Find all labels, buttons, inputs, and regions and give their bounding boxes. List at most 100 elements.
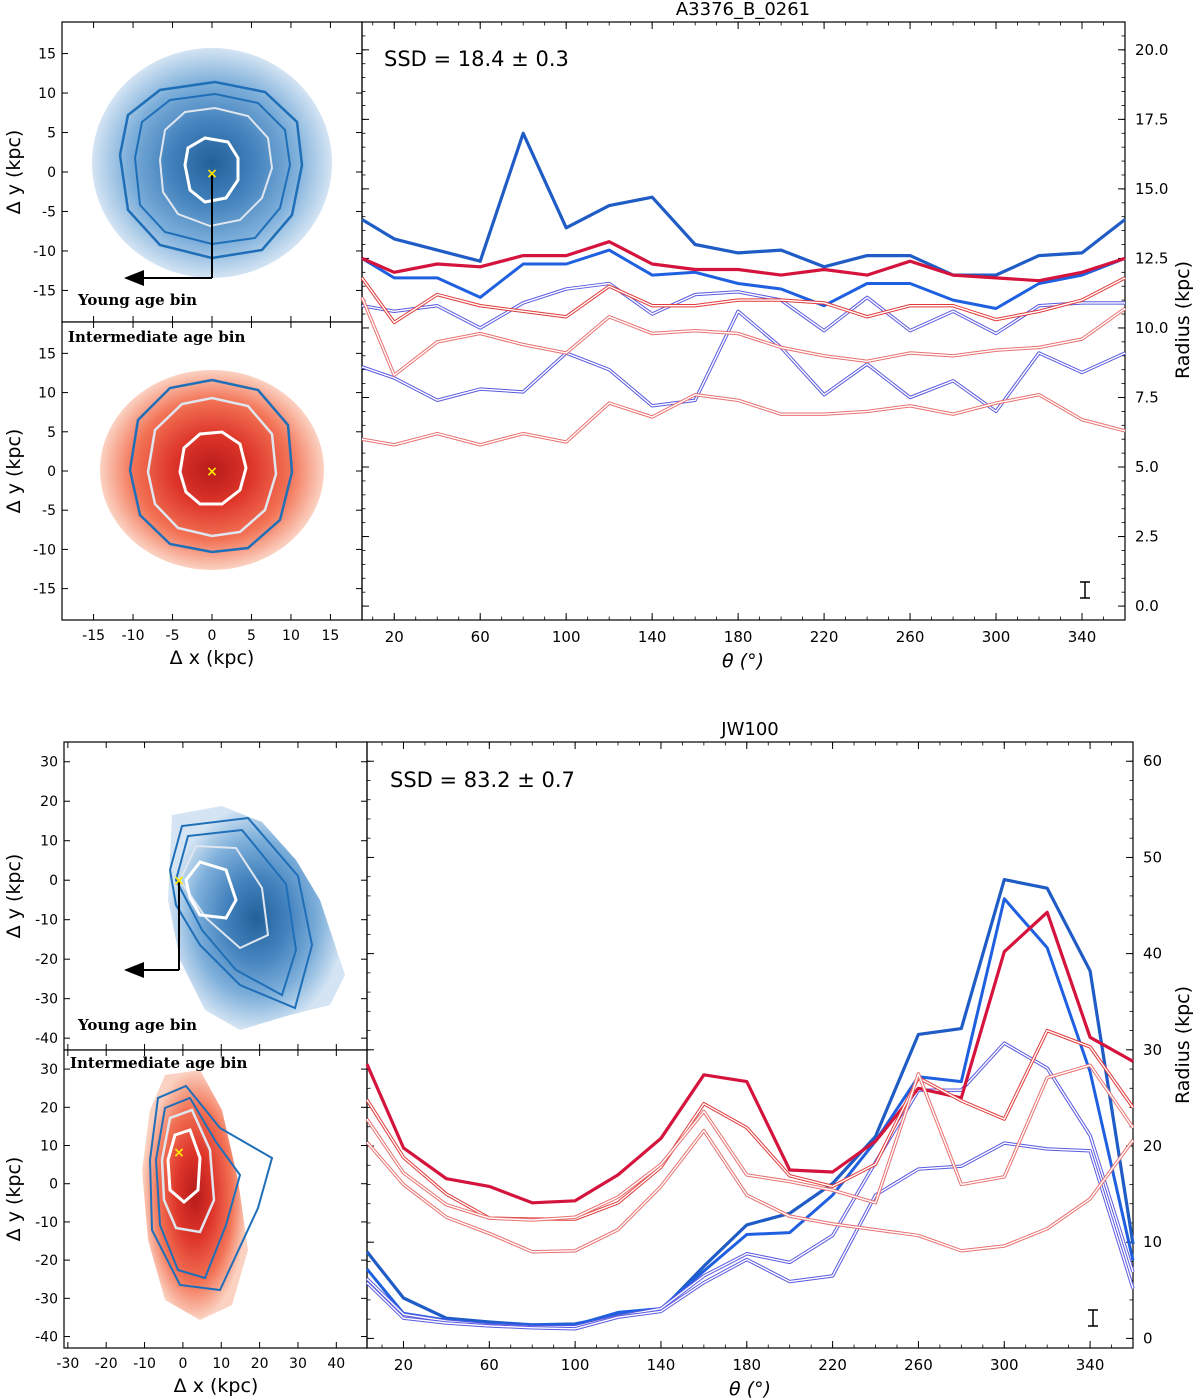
map-y-tick-label: 0 xyxy=(49,1177,58,1193)
x-tick-label: 20 xyxy=(385,628,404,646)
map-y-tick-label: 0 xyxy=(47,464,56,480)
series-line-intermediate-3-core xyxy=(366,1064,1134,1221)
map-y-tick-label: 5 xyxy=(47,425,56,441)
x-tick-label: 260 xyxy=(904,1356,933,1374)
series-line-young-4 xyxy=(365,1141,1135,1331)
ssd-value: SSD = 83.2 ± 0.7 xyxy=(390,768,575,792)
map-x-tick-label: 0 xyxy=(178,1356,187,1372)
y-tick-label: 15.0 xyxy=(1135,180,1168,198)
map-y-tick-label: 20 xyxy=(40,794,58,810)
chart-ylabel: Radius (kpc) xyxy=(1172,986,1194,1104)
map-x-tick-label: 40 xyxy=(327,1356,345,1372)
map-x-tick-label: -5 xyxy=(166,628,180,644)
y-tick-label: 12.5 xyxy=(1135,249,1168,267)
y-tick-label: 20.0 xyxy=(1135,41,1168,59)
intermediate-contour-inner xyxy=(178,430,248,506)
map-y-tick-label: 10 xyxy=(40,834,58,850)
chart-title: JW100 xyxy=(720,719,778,740)
map-axes-a3376: -15 -10 -5 0 5 10 15 -15 -10 -5 0 5 10 15 -15 -10 -5 0 5 10… xyxy=(33,22,362,644)
map-y-tick-label: 30 xyxy=(40,1062,58,1078)
young-contour-inner xyxy=(158,106,274,228)
map-x-tick-label: 10 xyxy=(282,628,300,644)
series-line-intermediate-4-core xyxy=(361,394,1126,446)
young-contour-outer xyxy=(118,80,304,260)
ssd-value: SSD = 18.4 ± 0.3 xyxy=(384,47,569,71)
x-tick-label: 260 xyxy=(896,628,925,646)
young-contour-core xyxy=(183,136,240,204)
map-y-tick-label: 10 xyxy=(40,1139,58,1155)
map-y-tick-label: -10 xyxy=(35,1215,58,1231)
x-tick-label: 220 xyxy=(810,628,839,646)
y-tick-label: 50 xyxy=(1143,848,1162,866)
series-line-young-1 xyxy=(361,131,1126,277)
map-y-tick-label: 30 xyxy=(40,755,58,771)
map-y-tick-label: -30 xyxy=(35,992,58,1008)
plot-frame xyxy=(366,741,1134,1349)
intermediate-age-bin-label: Intermediate age bin xyxy=(68,328,245,346)
map-ylabel-young: Δ y (kpc) xyxy=(3,854,25,939)
y-tick-label: 10 xyxy=(1143,1233,1162,1251)
series-line-intermediate-1 xyxy=(361,240,1126,283)
map-y-tick-label: 15 xyxy=(38,346,56,362)
map-y-tick-label: -15 xyxy=(33,582,56,598)
map-y-tick-label: -5 xyxy=(42,503,56,519)
map-y-tick-label: 10 xyxy=(38,386,56,402)
map-y-tick-label: -10 xyxy=(33,244,56,260)
intermediate-map-jw100: × Intermediate age bin xyxy=(63,1049,368,1349)
map-y-tick-label: -40 xyxy=(35,1031,58,1047)
intermediate-contour-outer xyxy=(128,378,294,554)
x-tick-label: 140 xyxy=(638,628,667,646)
young-emission-map xyxy=(168,806,345,1030)
map-xlabel: Δ x (kpc) xyxy=(170,647,255,669)
center-marker-icon: × xyxy=(206,166,218,182)
intermediate-contour-mid xyxy=(146,396,278,538)
map-y-tick-label: -5 xyxy=(42,204,56,220)
y-tick-label: 60 xyxy=(1143,752,1162,770)
map-y-tick-label: -30 xyxy=(35,1291,58,1307)
x-tick-label: 60 xyxy=(471,628,490,646)
series-line-young-4-core xyxy=(361,310,1126,413)
series-line-intermediate-2-core xyxy=(366,1029,1134,1220)
young-contour-mid xyxy=(133,92,292,246)
map-y-tick-label: 10 xyxy=(38,86,56,102)
series-line-young-1 xyxy=(365,877,1135,1327)
radius-chart-jw100: JW100 SSD = 83.2 ± 0.7 θ (°) Radius (kpc… xyxy=(365,719,1194,1400)
intermediate-contour-mid xyxy=(154,1096,242,1280)
map-y-tick-label: -20 xyxy=(35,1253,58,1269)
x-tick-label: 100 xyxy=(561,1356,590,1374)
map-x-tick-label: 5 xyxy=(247,628,256,644)
intermediate-contour-outer xyxy=(148,1084,274,1292)
chart-title: A3376_B_0261 xyxy=(676,0,810,20)
intermediate-map-a3376: × Intermediate age bin xyxy=(61,321,363,621)
y-tick-label: 20 xyxy=(1143,1137,1162,1155)
x-tick-label: 180 xyxy=(724,628,753,646)
intermediate-contour-core xyxy=(166,1128,202,1204)
plot-frame xyxy=(361,21,1126,621)
panel-jw100: × Young age bin × Intermediate age bin -… xyxy=(3,719,1194,1400)
map-y-tick-label: -40 xyxy=(35,1330,58,1346)
young-contour-inner xyxy=(178,844,270,950)
map-x-tick-label: -30 xyxy=(56,1356,79,1372)
map-ylabel-young: Δ y (kpc) xyxy=(3,130,25,215)
y-tick-label: 40 xyxy=(1143,945,1162,963)
map-y-tick-label: 15 xyxy=(38,47,56,63)
map-x-tick-label: -10 xyxy=(122,628,145,644)
y-tick-label: 17.5 xyxy=(1135,110,1168,128)
y-tick-label: 10.0 xyxy=(1135,319,1168,337)
center-marker-icon: × xyxy=(173,873,185,889)
map-x-tick-label: -10 xyxy=(133,1356,156,1372)
series-line-young-3-core xyxy=(361,282,1125,335)
x-tick-label: 60 xyxy=(480,1356,499,1374)
young-contour-mid xyxy=(174,828,298,997)
center-marker-icon: × xyxy=(206,464,218,480)
map-x-tick-label: 30 xyxy=(289,1356,307,1372)
x-tick-label: 20 xyxy=(394,1356,413,1374)
series-line-intermediate-4-core xyxy=(366,1129,1134,1253)
y-tick-label: 0 xyxy=(1143,1329,1153,1347)
series-line-intermediate-2 xyxy=(365,1028,1135,1221)
x-tick-label: 340 xyxy=(1076,1356,1105,1374)
map-y-tick-label: 5 xyxy=(47,126,56,142)
map-y-tick-label: -20 xyxy=(35,952,58,968)
series-line-intermediate-3 xyxy=(360,296,1126,377)
y-tick-label: 30 xyxy=(1143,1041,1162,1059)
